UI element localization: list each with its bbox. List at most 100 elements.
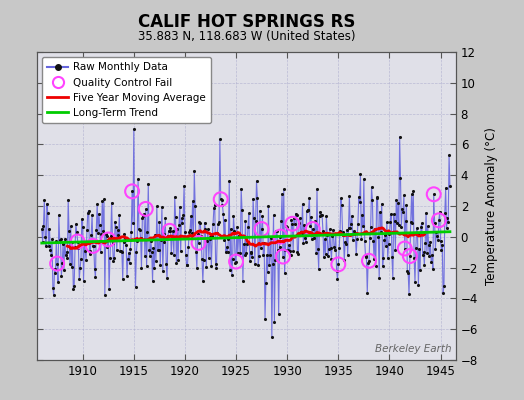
Point xyxy=(165,228,173,234)
Point xyxy=(170,251,178,258)
Point xyxy=(209,221,217,227)
Point xyxy=(223,249,232,256)
Point xyxy=(132,284,140,290)
Point xyxy=(99,228,107,234)
Point xyxy=(372,263,380,269)
Point xyxy=(416,267,424,273)
Point xyxy=(158,204,166,210)
Point xyxy=(189,198,197,204)
Point xyxy=(281,246,290,253)
Point xyxy=(382,243,390,249)
Point xyxy=(434,217,443,224)
Point xyxy=(253,195,261,201)
Point xyxy=(333,276,342,282)
Point xyxy=(348,237,357,244)
Point xyxy=(380,237,388,244)
Point xyxy=(120,231,128,237)
Point xyxy=(42,243,50,249)
Point xyxy=(341,239,350,246)
Point xyxy=(385,231,394,238)
Point xyxy=(389,211,398,217)
Point xyxy=(74,245,83,252)
Point xyxy=(152,258,160,264)
Point xyxy=(261,280,270,286)
Point xyxy=(297,229,305,236)
Point xyxy=(169,228,177,234)
Point xyxy=(332,230,340,237)
Point xyxy=(325,246,333,252)
Point xyxy=(246,248,255,255)
Point xyxy=(279,253,287,260)
Point xyxy=(50,292,58,298)
Point xyxy=(414,282,422,288)
Point xyxy=(339,229,347,235)
Point xyxy=(145,247,154,253)
Point xyxy=(348,212,356,219)
Point xyxy=(127,229,135,236)
Point xyxy=(401,218,410,224)
Point xyxy=(87,232,95,238)
Point xyxy=(282,222,290,229)
Point xyxy=(398,206,407,212)
Point xyxy=(231,259,239,266)
Point xyxy=(340,257,348,264)
Point xyxy=(171,214,180,220)
Point xyxy=(75,276,83,282)
Point xyxy=(212,264,221,271)
Point xyxy=(441,185,450,191)
Point xyxy=(422,210,430,216)
Point xyxy=(183,262,192,268)
Point xyxy=(351,230,359,236)
Point xyxy=(441,210,449,216)
Point xyxy=(214,221,222,227)
Point xyxy=(241,252,249,259)
Point xyxy=(238,206,246,213)
Point xyxy=(332,268,341,274)
Point xyxy=(192,248,200,255)
Point xyxy=(314,266,323,272)
Point xyxy=(336,228,344,234)
Point xyxy=(89,243,97,249)
Point xyxy=(375,274,384,281)
Point xyxy=(156,262,165,268)
Point xyxy=(302,208,311,214)
Point xyxy=(163,233,172,239)
Point xyxy=(176,204,184,210)
Point xyxy=(365,258,373,264)
Point xyxy=(276,233,285,240)
Point xyxy=(406,253,414,259)
Point xyxy=(248,254,256,260)
Point xyxy=(373,194,381,201)
Text: Berkeley Earth: Berkeley Earth xyxy=(375,344,452,354)
Point xyxy=(43,210,52,216)
Point xyxy=(268,260,277,267)
Point xyxy=(265,261,274,268)
Point xyxy=(218,202,226,208)
Point xyxy=(351,231,359,237)
Point xyxy=(440,283,448,289)
Point xyxy=(207,263,215,269)
Point xyxy=(117,248,125,254)
Point xyxy=(147,238,155,244)
Point xyxy=(261,315,269,322)
Point xyxy=(226,266,234,273)
Point xyxy=(392,197,400,204)
Point xyxy=(140,211,148,217)
Point xyxy=(216,196,225,202)
Point xyxy=(168,234,177,240)
Point xyxy=(280,270,289,276)
Point xyxy=(321,236,329,243)
Point xyxy=(66,261,74,268)
Point xyxy=(285,242,293,248)
Point xyxy=(101,291,109,298)
Point xyxy=(397,224,406,230)
Point xyxy=(407,219,415,225)
Point xyxy=(104,236,113,243)
Point xyxy=(412,225,421,232)
Point xyxy=(148,249,156,255)
Point xyxy=(196,220,204,226)
Point xyxy=(134,176,142,182)
Point xyxy=(152,203,161,210)
Point xyxy=(238,277,247,284)
Point xyxy=(295,219,303,226)
